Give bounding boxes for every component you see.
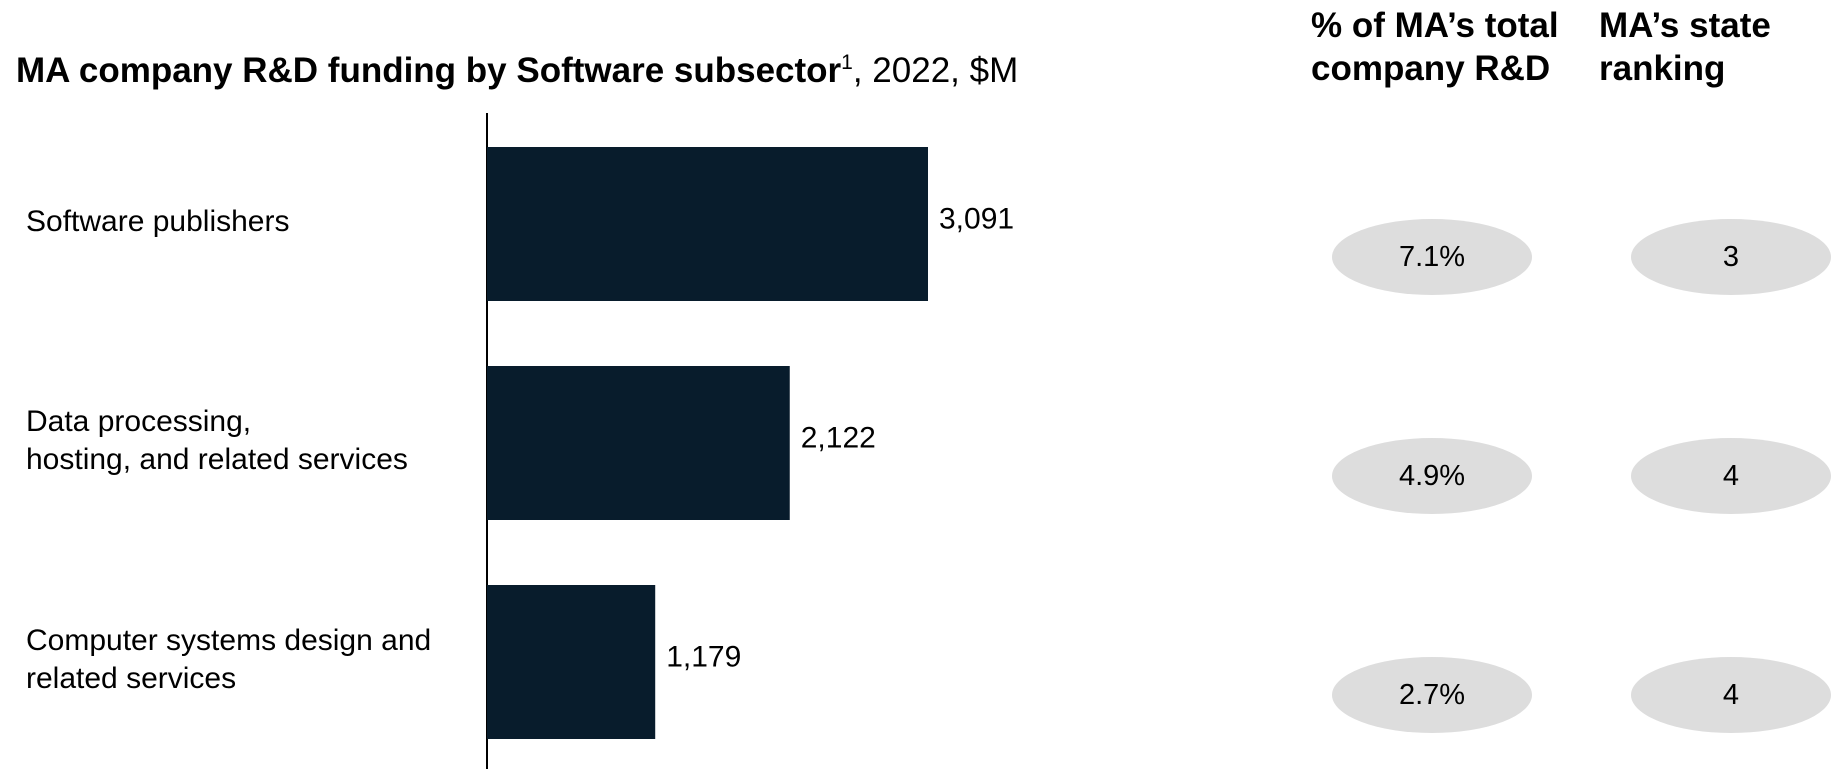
bar-0 xyxy=(487,147,928,301)
pct-pill-0: 7.1% xyxy=(1332,219,1532,295)
bar-2 xyxy=(487,585,656,739)
category-label-0-line-0: Software publishers xyxy=(26,205,290,238)
rank-header-line-1: MA’s state xyxy=(1599,6,1771,45)
bar-value-label-1: 2,122 xyxy=(801,422,876,455)
rank-pill-1: 4 xyxy=(1631,438,1831,514)
pct-pill-2: 2.7% xyxy=(1332,657,1532,733)
chart-title: MA company R&D funding by Software subse… xyxy=(16,49,1018,93)
category-label-2-line-0: Computer systems design and xyxy=(26,624,432,657)
category-label-2-line-1: related services xyxy=(26,662,237,695)
title-main: MA company R&D funding by Software subse… xyxy=(16,51,842,90)
pct-header-line-2: company R&D xyxy=(1311,49,1551,88)
category-label-0: Software publishers xyxy=(26,203,289,241)
category-label-1: Data processing, hosting, and related ser… xyxy=(26,403,408,479)
category-label-1-line-0: Data processing, xyxy=(26,405,252,438)
rank-column-header: MA’s state ranking xyxy=(1599,4,1771,90)
pct-pill-1: 4.9% xyxy=(1332,438,1532,514)
pct-column-header: % of MA’s total company R&D xyxy=(1311,4,1559,90)
rank-header-line-2: ranking xyxy=(1599,49,1726,88)
title-suffix: , 2022, $M xyxy=(852,51,1019,90)
category-label-2: Computer systems design and related servi… xyxy=(26,622,431,698)
bar-value-label-0: 3,091 xyxy=(939,203,1014,236)
title-footnote-marker: 1 xyxy=(841,51,853,74)
bar-value-label-2: 1,179 xyxy=(666,641,741,674)
rank-pill-0: 3 xyxy=(1631,219,1831,295)
rank-pill-2: 4 xyxy=(1631,657,1831,733)
category-label-1-line-1: hosting, and related services xyxy=(26,443,408,476)
pct-header-line-1: % of MA’s total xyxy=(1311,6,1559,45)
bar-1 xyxy=(487,366,790,520)
